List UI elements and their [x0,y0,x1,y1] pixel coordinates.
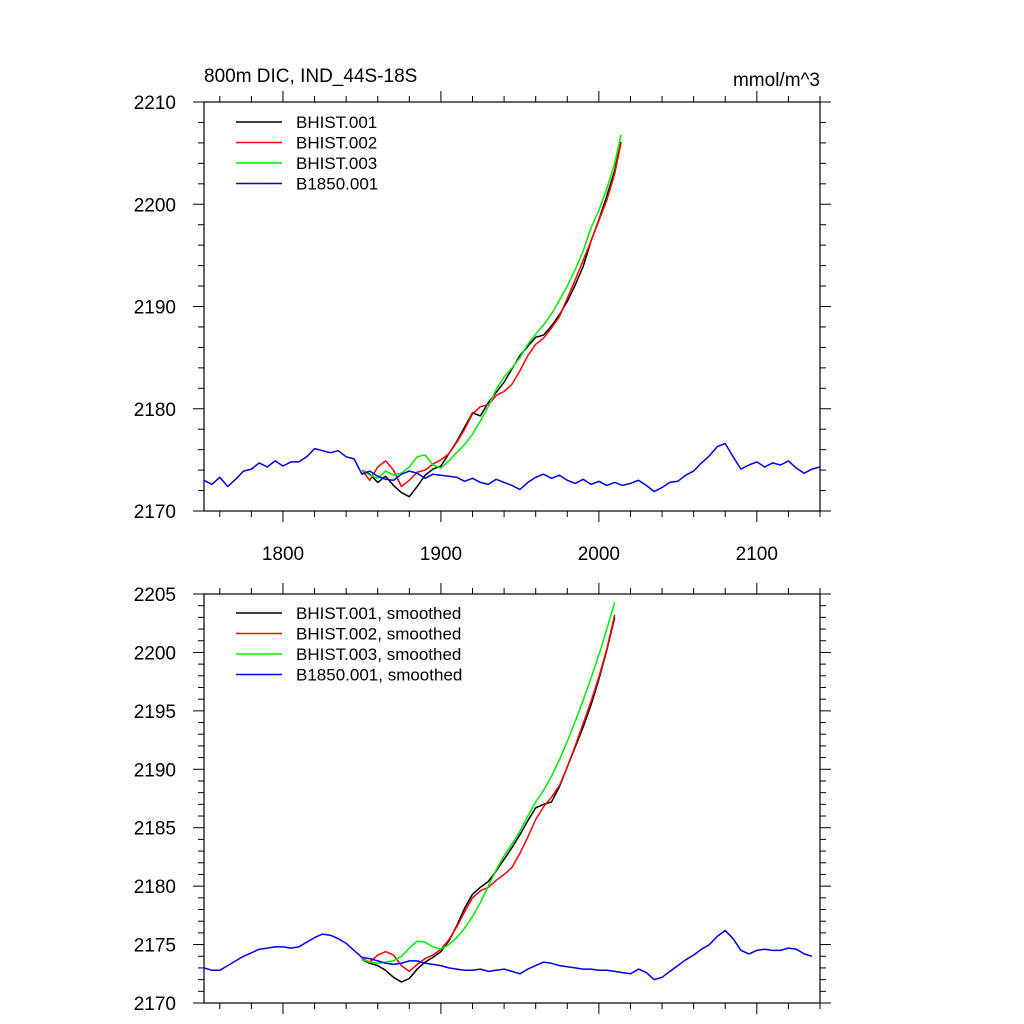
legend-label: BHIST.001, smoothed [296,604,461,623]
axes: 2170 2175 2180 2185 2190 2195 2200 2205 [134,583,831,1015]
x-tick-label: 1900 [420,544,462,565]
legend-label: BHIST.001 [296,113,377,132]
legend: BHIST.001, smoothed BHIST.002, smoothedBH… [236,604,462,685]
chart-title: 800m DIC, IND_44S-18S [204,66,417,87]
plot-frame [203,593,821,1004]
panel-raw: 800m DIC, IND_44S-18S mmol/m^3 1800 1900 2… [134,66,831,565]
legend-label: BHIST.003, smoothed [296,645,461,664]
y-tick-label: 2170 [134,994,176,1015]
y-tick-label: 2200 [134,643,176,664]
y-tick-label: 2200 [134,195,176,216]
series-line-b1850-001-smoothed [204,929,813,981]
y-tick-label: 2180 [134,877,176,898]
x-tick-label: 1800 [262,544,304,565]
y-tick-label: 2190 [134,298,176,319]
plot-lines [204,134,820,498]
legend-label: BHIST.002, smoothed [296,625,461,644]
x-tick-label: 2100 [736,544,778,565]
y-tick-label: 2210 [134,93,176,114]
y-tick-label: 2180 [134,400,176,421]
series-line-b1850-001 [204,442,820,493]
x-tick-label: 2000 [578,544,620,565]
series-line-bhist-003 [361,134,622,480]
legend-label: BHIST.002 [296,134,377,153]
series-line-bhist-003-smoothed [361,601,616,965]
y-tick-label: 2195 [134,702,176,723]
legend-label: B1850.001, smoothed [296,666,462,685]
y-tick-label: 2190 [134,760,176,781]
legend-label: BHIST.003 [296,154,377,173]
axes: 1800 1900 2000 2100 2170 2180 2190 2200 2210 [134,91,831,565]
units-label: mmol/m^3 [733,70,820,91]
y-tick-label: 2205 [134,585,176,606]
series-line-bhist-002 [361,142,622,488]
legend-label: B1850.001 [296,175,378,194]
y-tick-label: 2175 [134,936,176,957]
y-tick-label: 2185 [134,819,176,840]
y-tick-label: 2170 [134,502,176,523]
panel-smoothed: 2170 2175 2180 2185 2190 2195 2200 2205 BHIST.0… [134,583,831,1015]
plot-lines [204,601,813,983]
